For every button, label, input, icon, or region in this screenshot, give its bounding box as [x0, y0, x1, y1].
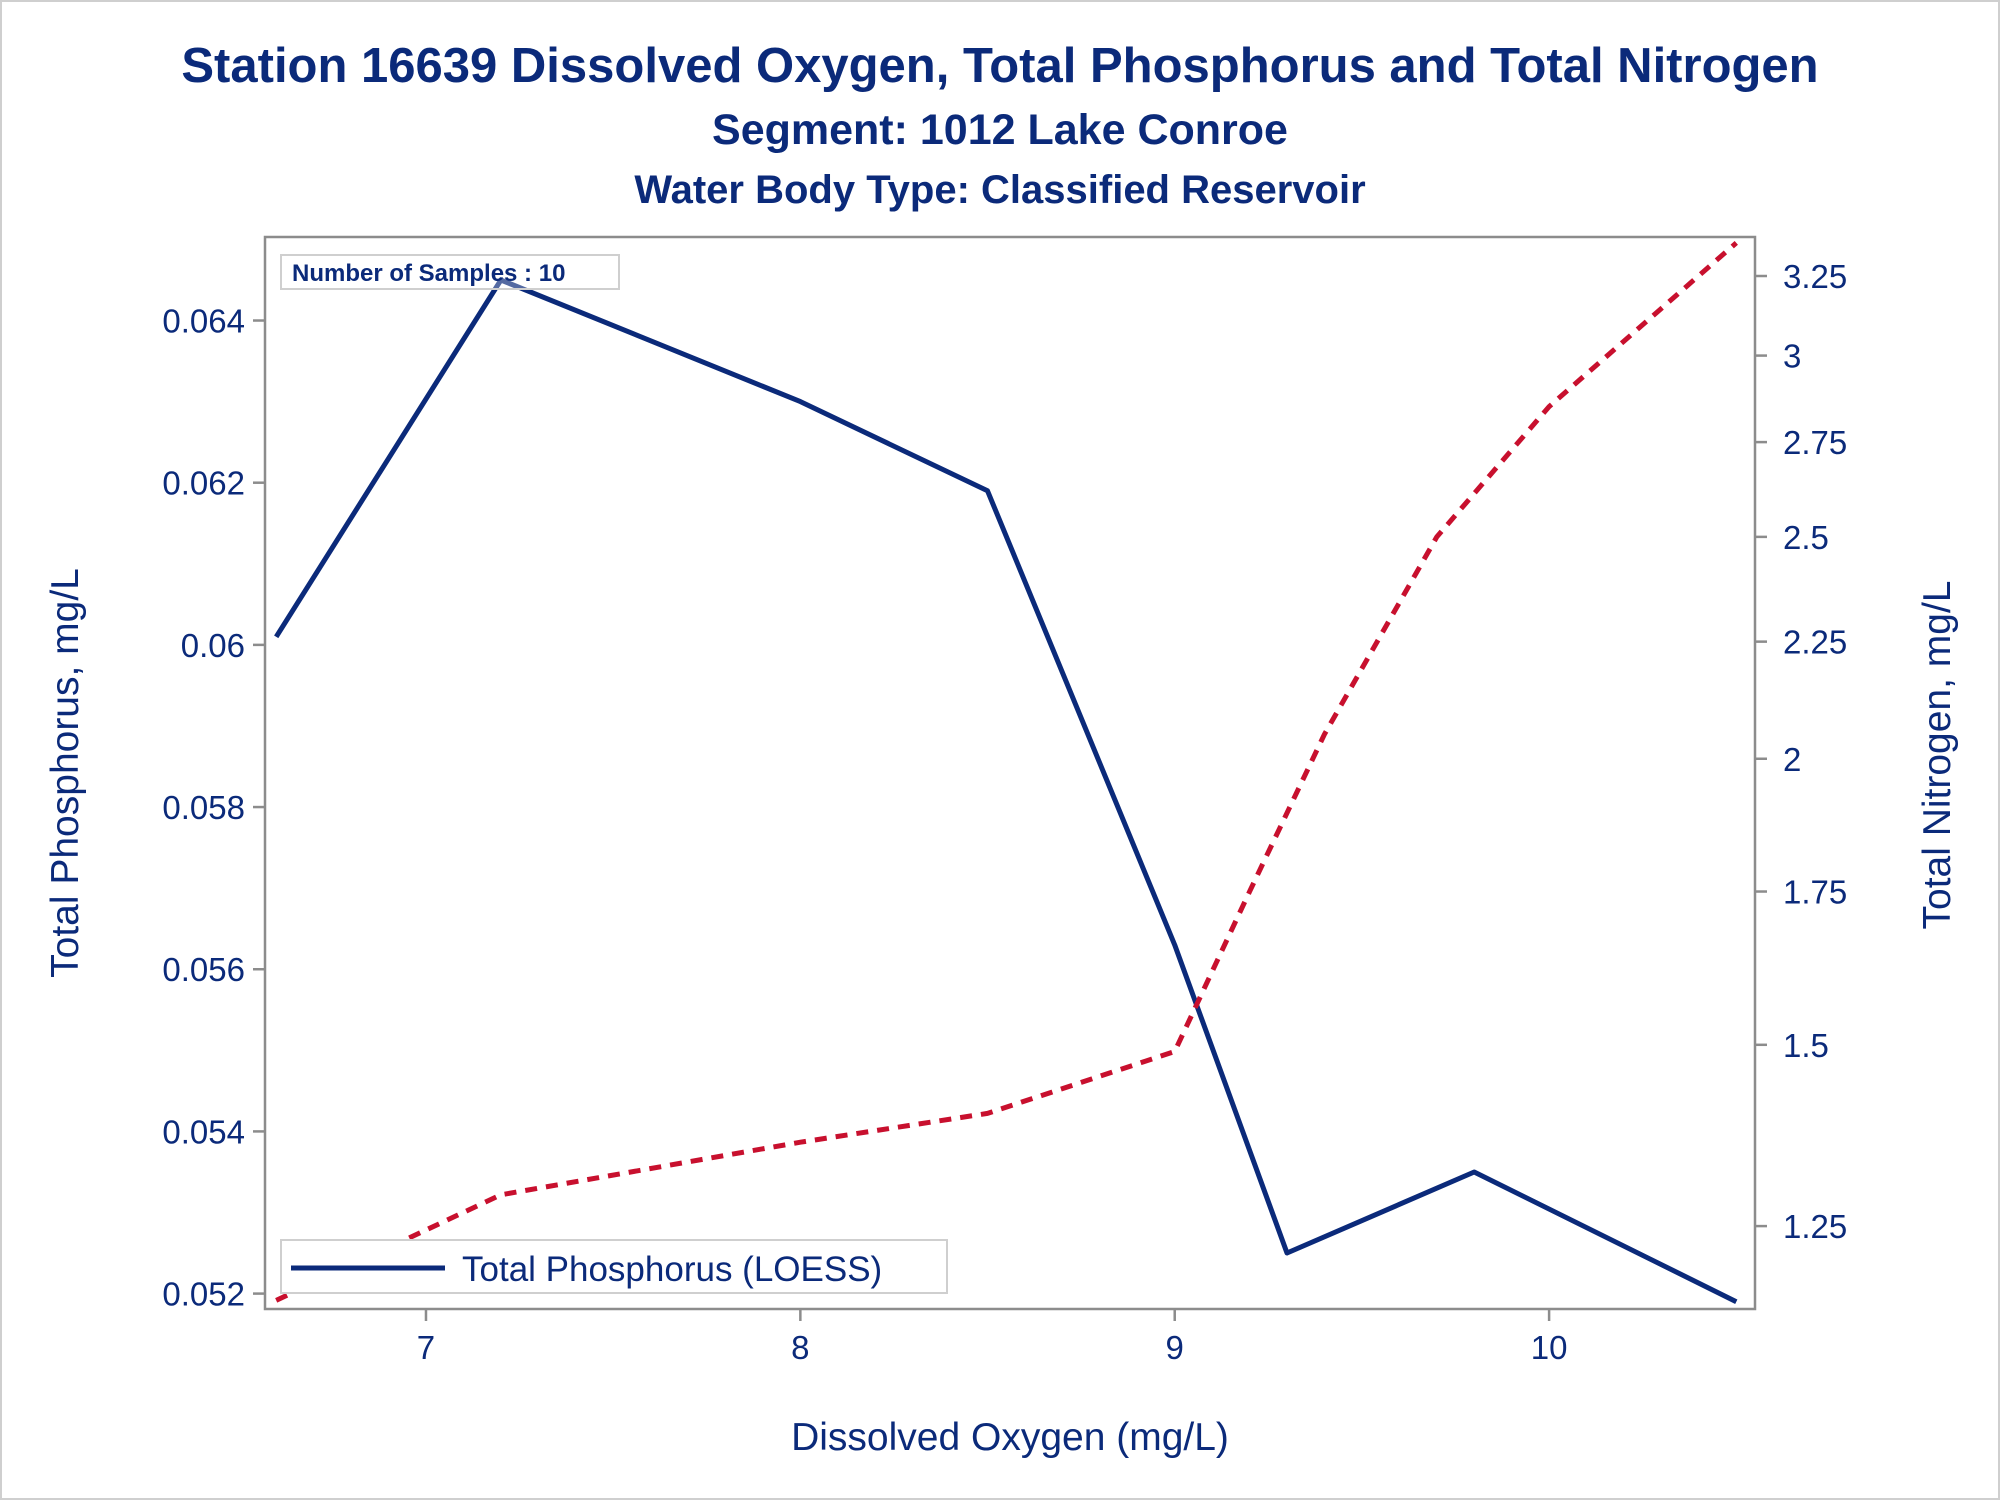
- x-axis-title: Dissolved Oxygen (mg/L): [791, 1416, 1229, 1459]
- x-tick-label: 9: [1166, 1329, 1184, 1366]
- y-tick-label: 0.062: [162, 465, 245, 502]
- y-axis-title: Total Phosphorus, mg/L: [44, 568, 87, 978]
- plot-area: [263, 235, 1757, 1311]
- y-tick-label: 0.058: [162, 789, 245, 826]
- legend-label-total-phosphorus: Total Phosphorus (LOESS): [462, 1250, 882, 1289]
- x-tick-label: 8: [791, 1329, 809, 1366]
- y2-tick-label: 2: [1783, 741, 1801, 778]
- x-axis: 7 8 9 10: [417, 1309, 1568, 1366]
- y-tick-label: 0.052: [162, 1276, 245, 1313]
- y2-tick-label: 2.5: [1783, 519, 1829, 556]
- series-line-total-nitrogen: [275, 241, 1738, 1303]
- y-tick-label: 0.056: [162, 951, 245, 988]
- legend-box: [280, 1239, 948, 1294]
- chart-subtitle: Segment: 1012 Lake Conroe: [712, 106, 1288, 154]
- y2-tick-label: 1.75: [1783, 874, 1847, 911]
- y-axis-left: 0.052 0.054 0.056 0.058 0.06 0.062 0.064: [162, 303, 265, 1313]
- y-tick-label: 0.064: [162, 303, 245, 340]
- y-tick-label: 0.054: [162, 1113, 245, 1150]
- legend: Total Phosphorus (LOESS): [280, 1239, 948, 1294]
- y-axis-right: 1.25 1.5 1.75 2 2.25 2.5 2.75 3 3.25: [1755, 258, 1847, 1245]
- y2-tick-label: 3: [1783, 338, 1801, 375]
- y2-tick-label: 3.25: [1783, 258, 1847, 295]
- chart-title: Station 16639 Dissolved Oxygen, Total Ph…: [181, 39, 1819, 93]
- y2-tick-label: 1.25: [1783, 1208, 1847, 1245]
- y2-axis-title: Total Nitrogen, mg/L: [1916, 580, 1959, 929]
- y2-tick-label: 2.75: [1783, 424, 1847, 461]
- series-layer: [274, 241, 1738, 1304]
- y-tick-label: 0.06: [181, 627, 245, 664]
- x-tick-label: 10: [1531, 1329, 1568, 1366]
- series-line-total-phosphorus: [274, 277, 1738, 1304]
- x-tick-label: 7: [417, 1329, 435, 1366]
- chart-subtitle-2: Water Body Type: Classified Reservoir: [634, 168, 1366, 212]
- y2-tick-label: 1.5: [1783, 1027, 1829, 1064]
- samples-annotation-text: Number of Samples : 10: [292, 260, 565, 287]
- y2-tick-label: 2.25: [1783, 624, 1847, 661]
- samples-annotation: Number of Samples : 10: [280, 254, 620, 290]
- samples-annotation-box: [280, 254, 620, 290]
